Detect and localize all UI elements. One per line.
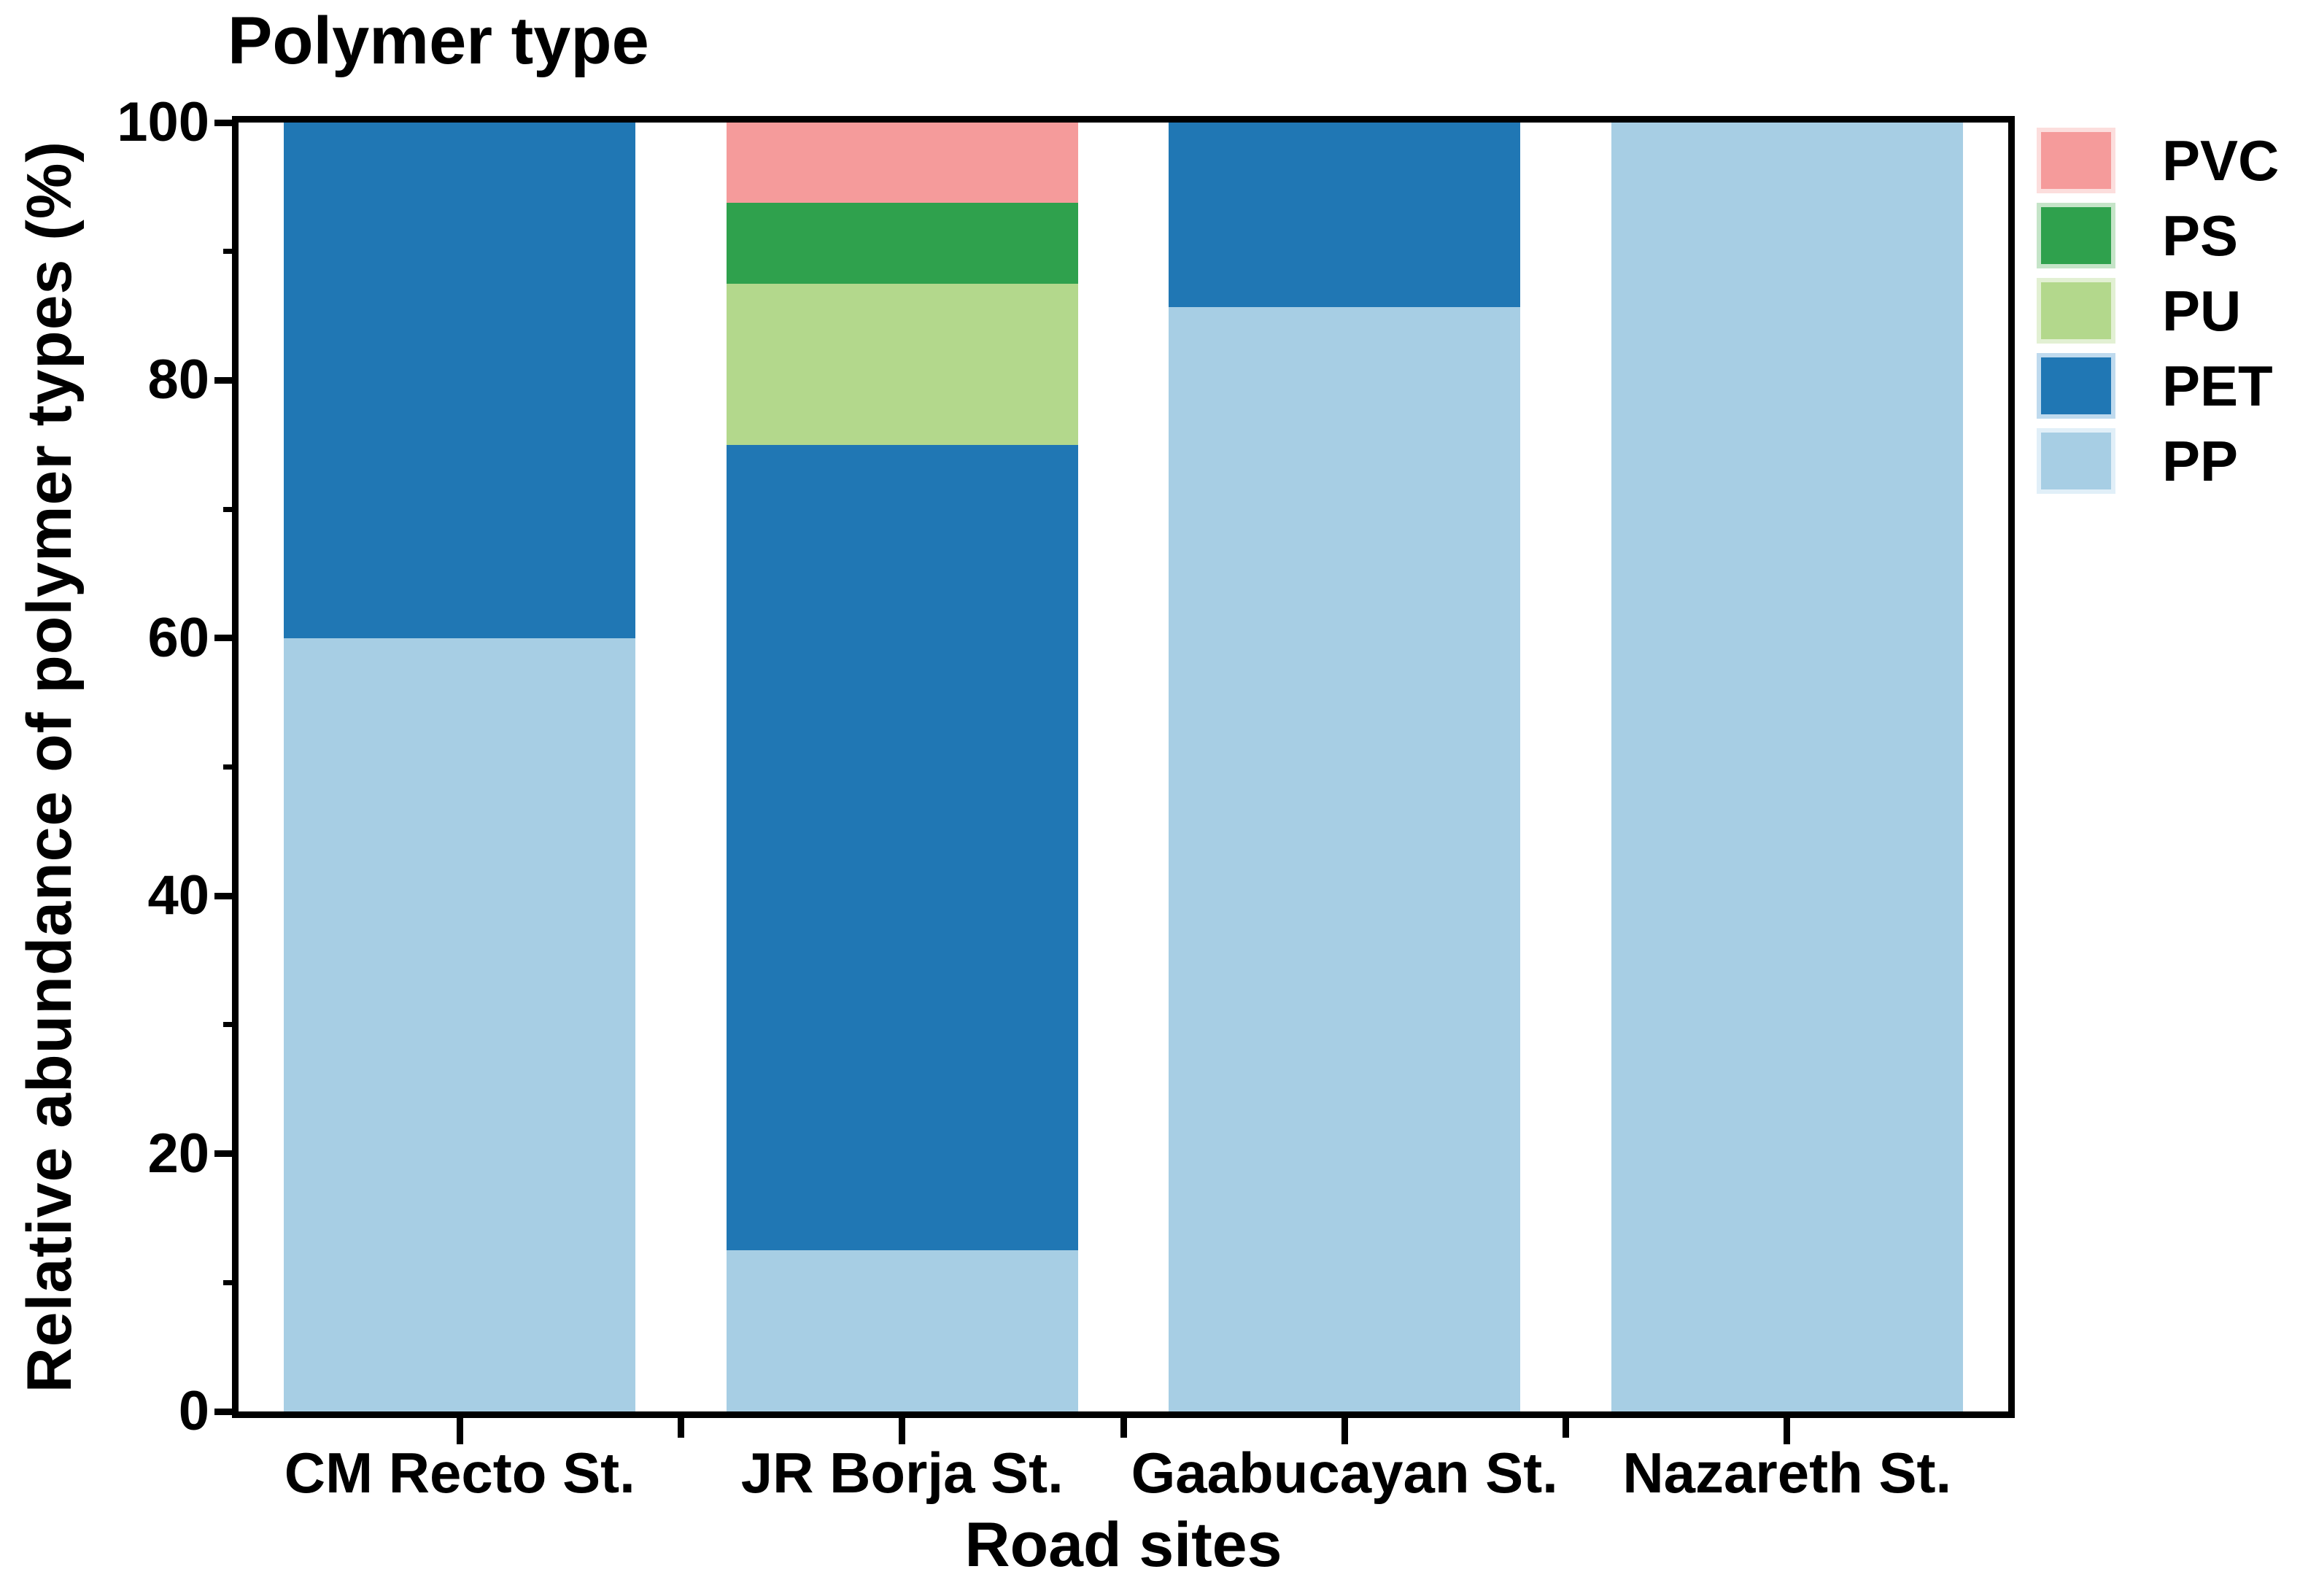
x-axis-major-tick [899, 1418, 906, 1444]
legend-label-pvc: PVC [2162, 128, 2280, 193]
bar-segment-pp [1611, 123, 1963, 1411]
legend-label-pet: PET [2162, 354, 2273, 418]
y-axis-major-tick [214, 1408, 239, 1415]
legend-row-ps: PS [2037, 203, 2279, 268]
y-axis-major-tick [214, 376, 239, 384]
legend-label-ps: PS [2162, 204, 2239, 268]
y-axis-tick-label: 100 [117, 91, 209, 153]
y-axis-minor-tick [223, 506, 239, 512]
y-axis-minor-tick [223, 764, 239, 770]
y-axis-tick-label: 80 [147, 349, 209, 411]
legend-row-pu: PU [2037, 278, 2279, 344]
y-axis-label: Relative abundance of polymer types (%) [14, 141, 85, 1393]
x-axis-minor-tick [1563, 1418, 1569, 1438]
y-axis-minor-tick [223, 249, 239, 255]
x-axis-major-tick [456, 1418, 463, 1444]
plot-area [232, 116, 2015, 1418]
x-axis-major-tick [1784, 1418, 1791, 1444]
legend-label-pu: PU [2162, 279, 2242, 343]
x-axis-tick-label: JR Borja St. [740, 1441, 1064, 1505]
x-axis-tick-label: Gaabucayan St. [1131, 1441, 1558, 1505]
legend: PVC PS PU PET PP [2037, 128, 2279, 503]
y-axis-minor-tick [223, 1022, 239, 1028]
x-axis-minor-tick [678, 1418, 684, 1438]
y-axis-minor-tick [223, 1279, 239, 1285]
legend-row-pet: PET [2037, 353, 2279, 419]
bar-segment-pvc [726, 123, 1078, 204]
x-axis-minor-tick [1120, 1418, 1127, 1438]
y-axis-tick-label: 60 [147, 606, 209, 669]
bar-segment-pet [284, 123, 636, 638]
bar-segment-pp [284, 638, 636, 1411]
y-axis-tick-label: 20 [147, 1122, 209, 1185]
bar-segment-ps [726, 203, 1078, 284]
x-axis-label: Road sites [964, 1510, 1282, 1580]
bar-segment-pu [726, 283, 1078, 445]
y-axis-major-tick [214, 635, 239, 642]
legend-swatch-pvc [2037, 128, 2115, 193]
bar-nazareth-st [1611, 123, 1963, 1411]
bar-gaabucayan-st [1169, 123, 1521, 1411]
y-axis-label-wrap: Relative abundance of polymer types (%) [6, 123, 93, 1411]
x-axis-tick-label: CM Recto St. [284, 1441, 635, 1505]
legend-swatch-pp [2037, 428, 2115, 494]
chart-title: Polymer type [228, 4, 649, 78]
y-axis-major-tick [214, 119, 239, 126]
bar-segment-pp [726, 1250, 1078, 1411]
legend-swatch-pu [2037, 278, 2115, 344]
y-axis-tick-label: 40 [147, 864, 209, 927]
legend-label-pp: PP [2162, 429, 2239, 493]
legend-swatch-ps [2037, 203, 2115, 268]
x-axis-tick-label: Nazareth St. [1622, 1441, 1952, 1505]
bar-segment-pet [726, 444, 1078, 1251]
y-axis-major-tick [214, 1150, 239, 1158]
bar-segment-pp [1169, 306, 1521, 1411]
y-axis-tick-label: 0 [178, 1380, 209, 1442]
x-axis-major-tick [1341, 1418, 1348, 1444]
bar-segment-pet [1169, 123, 1521, 307]
y-axis-major-tick [214, 892, 239, 899]
legend-row-pvc: PVC [2037, 128, 2279, 193]
bar-jr-borja-st [726, 123, 1078, 1411]
legend-row-pp: PP [2037, 428, 2279, 494]
bar-cm-recto-st [284, 123, 636, 1411]
legend-swatch-pet [2037, 353, 2115, 419]
